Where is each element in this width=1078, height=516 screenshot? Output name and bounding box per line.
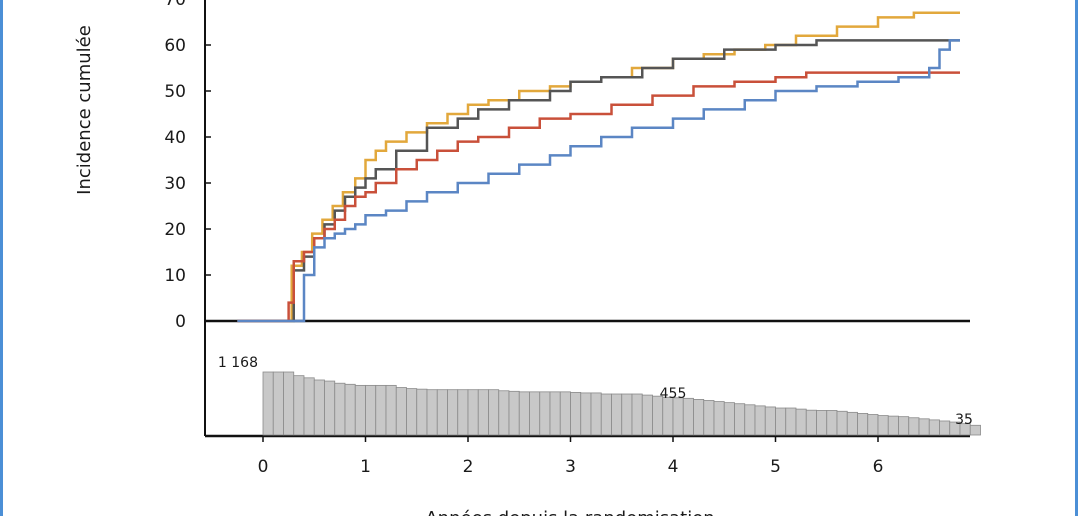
y-tick-label: 0 (175, 312, 186, 332)
y-tick-label: 20 (164, 220, 186, 240)
risk-bar (272, 371, 284, 436)
risk-bar (467, 389, 479, 436)
risk-bar (672, 397, 684, 436)
risk-bar (887, 415, 899, 436)
risk-bar (293, 375, 305, 436)
risk-bar (846, 411, 858, 436)
risk-bar (334, 382, 346, 436)
risk-bar (857, 413, 869, 436)
risk-bar (918, 418, 930, 436)
y-axis-label: Incidence cumulée (74, 25, 95, 195)
risk-label-start: 1 168 (218, 355, 258, 371)
x-tick-label: 5 (770, 457, 781, 477)
risk-bar (611, 393, 623, 436)
risk-bar (590, 392, 602, 436)
risk-bar (826, 410, 838, 436)
risk-bar (436, 389, 448, 436)
risk-bar (580, 392, 592, 436)
risk-bar (969, 424, 981, 436)
x-tick-label: 0 (258, 457, 269, 477)
risk-bar (539, 391, 551, 436)
risk-bar (600, 393, 612, 436)
x-axis-label: Années depuis la randomisation (425, 508, 714, 516)
risk-bar (877, 415, 889, 436)
risk-bar (303, 377, 315, 436)
y-tick-label: 40 (164, 128, 186, 148)
risk-bar (795, 408, 807, 436)
series-group (237, 11, 960, 323)
x-tick-label: 4 (668, 457, 679, 477)
risk-bar (703, 400, 715, 436)
y-tick-label: 70 (164, 0, 186, 10)
risk-bar (365, 384, 377, 436)
risk-bar (570, 391, 582, 436)
risk-bar (416, 388, 428, 436)
risk-bar (447, 389, 459, 436)
risk-bar (324, 380, 336, 436)
risk-bar (385, 384, 397, 436)
risk-bar (344, 383, 356, 436)
risk-bar (641, 394, 653, 436)
risk-bar (928, 419, 940, 436)
series-line-2 (237, 39, 960, 323)
risk-bar (631, 393, 643, 436)
x-tick-label: 1 (360, 457, 371, 477)
risk-bar (764, 406, 776, 436)
risk-bar (406, 388, 418, 436)
y-tick-label: 50 (164, 82, 186, 102)
risk-bar (713, 401, 725, 436)
x-tick-label: 3 (565, 457, 576, 477)
risk-bar (754, 405, 766, 436)
risk-bar (805, 409, 817, 436)
risk-bar (508, 390, 520, 436)
risk-bar (426, 389, 438, 436)
risk-bar (559, 391, 571, 436)
risk-bar (498, 390, 510, 436)
risk-bar (723, 402, 735, 436)
risk-bar (375, 384, 387, 436)
risk-bar (354, 384, 366, 436)
risk-bar (744, 404, 756, 436)
risk-bar (549, 391, 561, 436)
y-tick-label: 60 (164, 36, 186, 56)
series-line-3 (237, 71, 960, 323)
risk-bar (457, 389, 469, 436)
risk-bar (621, 393, 633, 436)
risk-bar (313, 379, 325, 436)
risk-bar (734, 403, 746, 436)
risk-bar (262, 371, 274, 436)
risk-bar (529, 391, 541, 436)
risk-bar (939, 420, 951, 436)
axes: 0 10 20 30 40 50 60 70 0 1 2 3 4 5 6 (164, 0, 970, 477)
risk-bar (682, 397, 694, 436)
y-tick-label: 10 (164, 266, 186, 286)
risk-bar (395, 387, 407, 436)
risk-bar (775, 407, 787, 436)
y-tick-label: 30 (164, 174, 186, 194)
risk-label-end: 35 (955, 412, 973, 428)
risk-bar (785, 407, 797, 436)
risk-bar (816, 410, 828, 436)
risk-bar (283, 371, 295, 436)
risk-table: 1 168 455 35 (218, 355, 981, 436)
risk-bar (867, 414, 879, 436)
risk-label-mid: 455 (660, 386, 687, 402)
risk-bar (908, 417, 920, 436)
risk-bar (488, 389, 500, 436)
risk-bar (693, 399, 705, 436)
risk-bar (898, 416, 910, 436)
risk-bar (836, 410, 848, 436)
series-line-1 (237, 11, 960, 323)
x-tick-label: 2 (463, 457, 474, 477)
series-line-4 (237, 39, 960, 323)
x-tick-label: 6 (873, 457, 884, 477)
risk-bar (662, 396, 674, 436)
risk-bar (477, 389, 489, 436)
risk-bar (518, 391, 530, 436)
